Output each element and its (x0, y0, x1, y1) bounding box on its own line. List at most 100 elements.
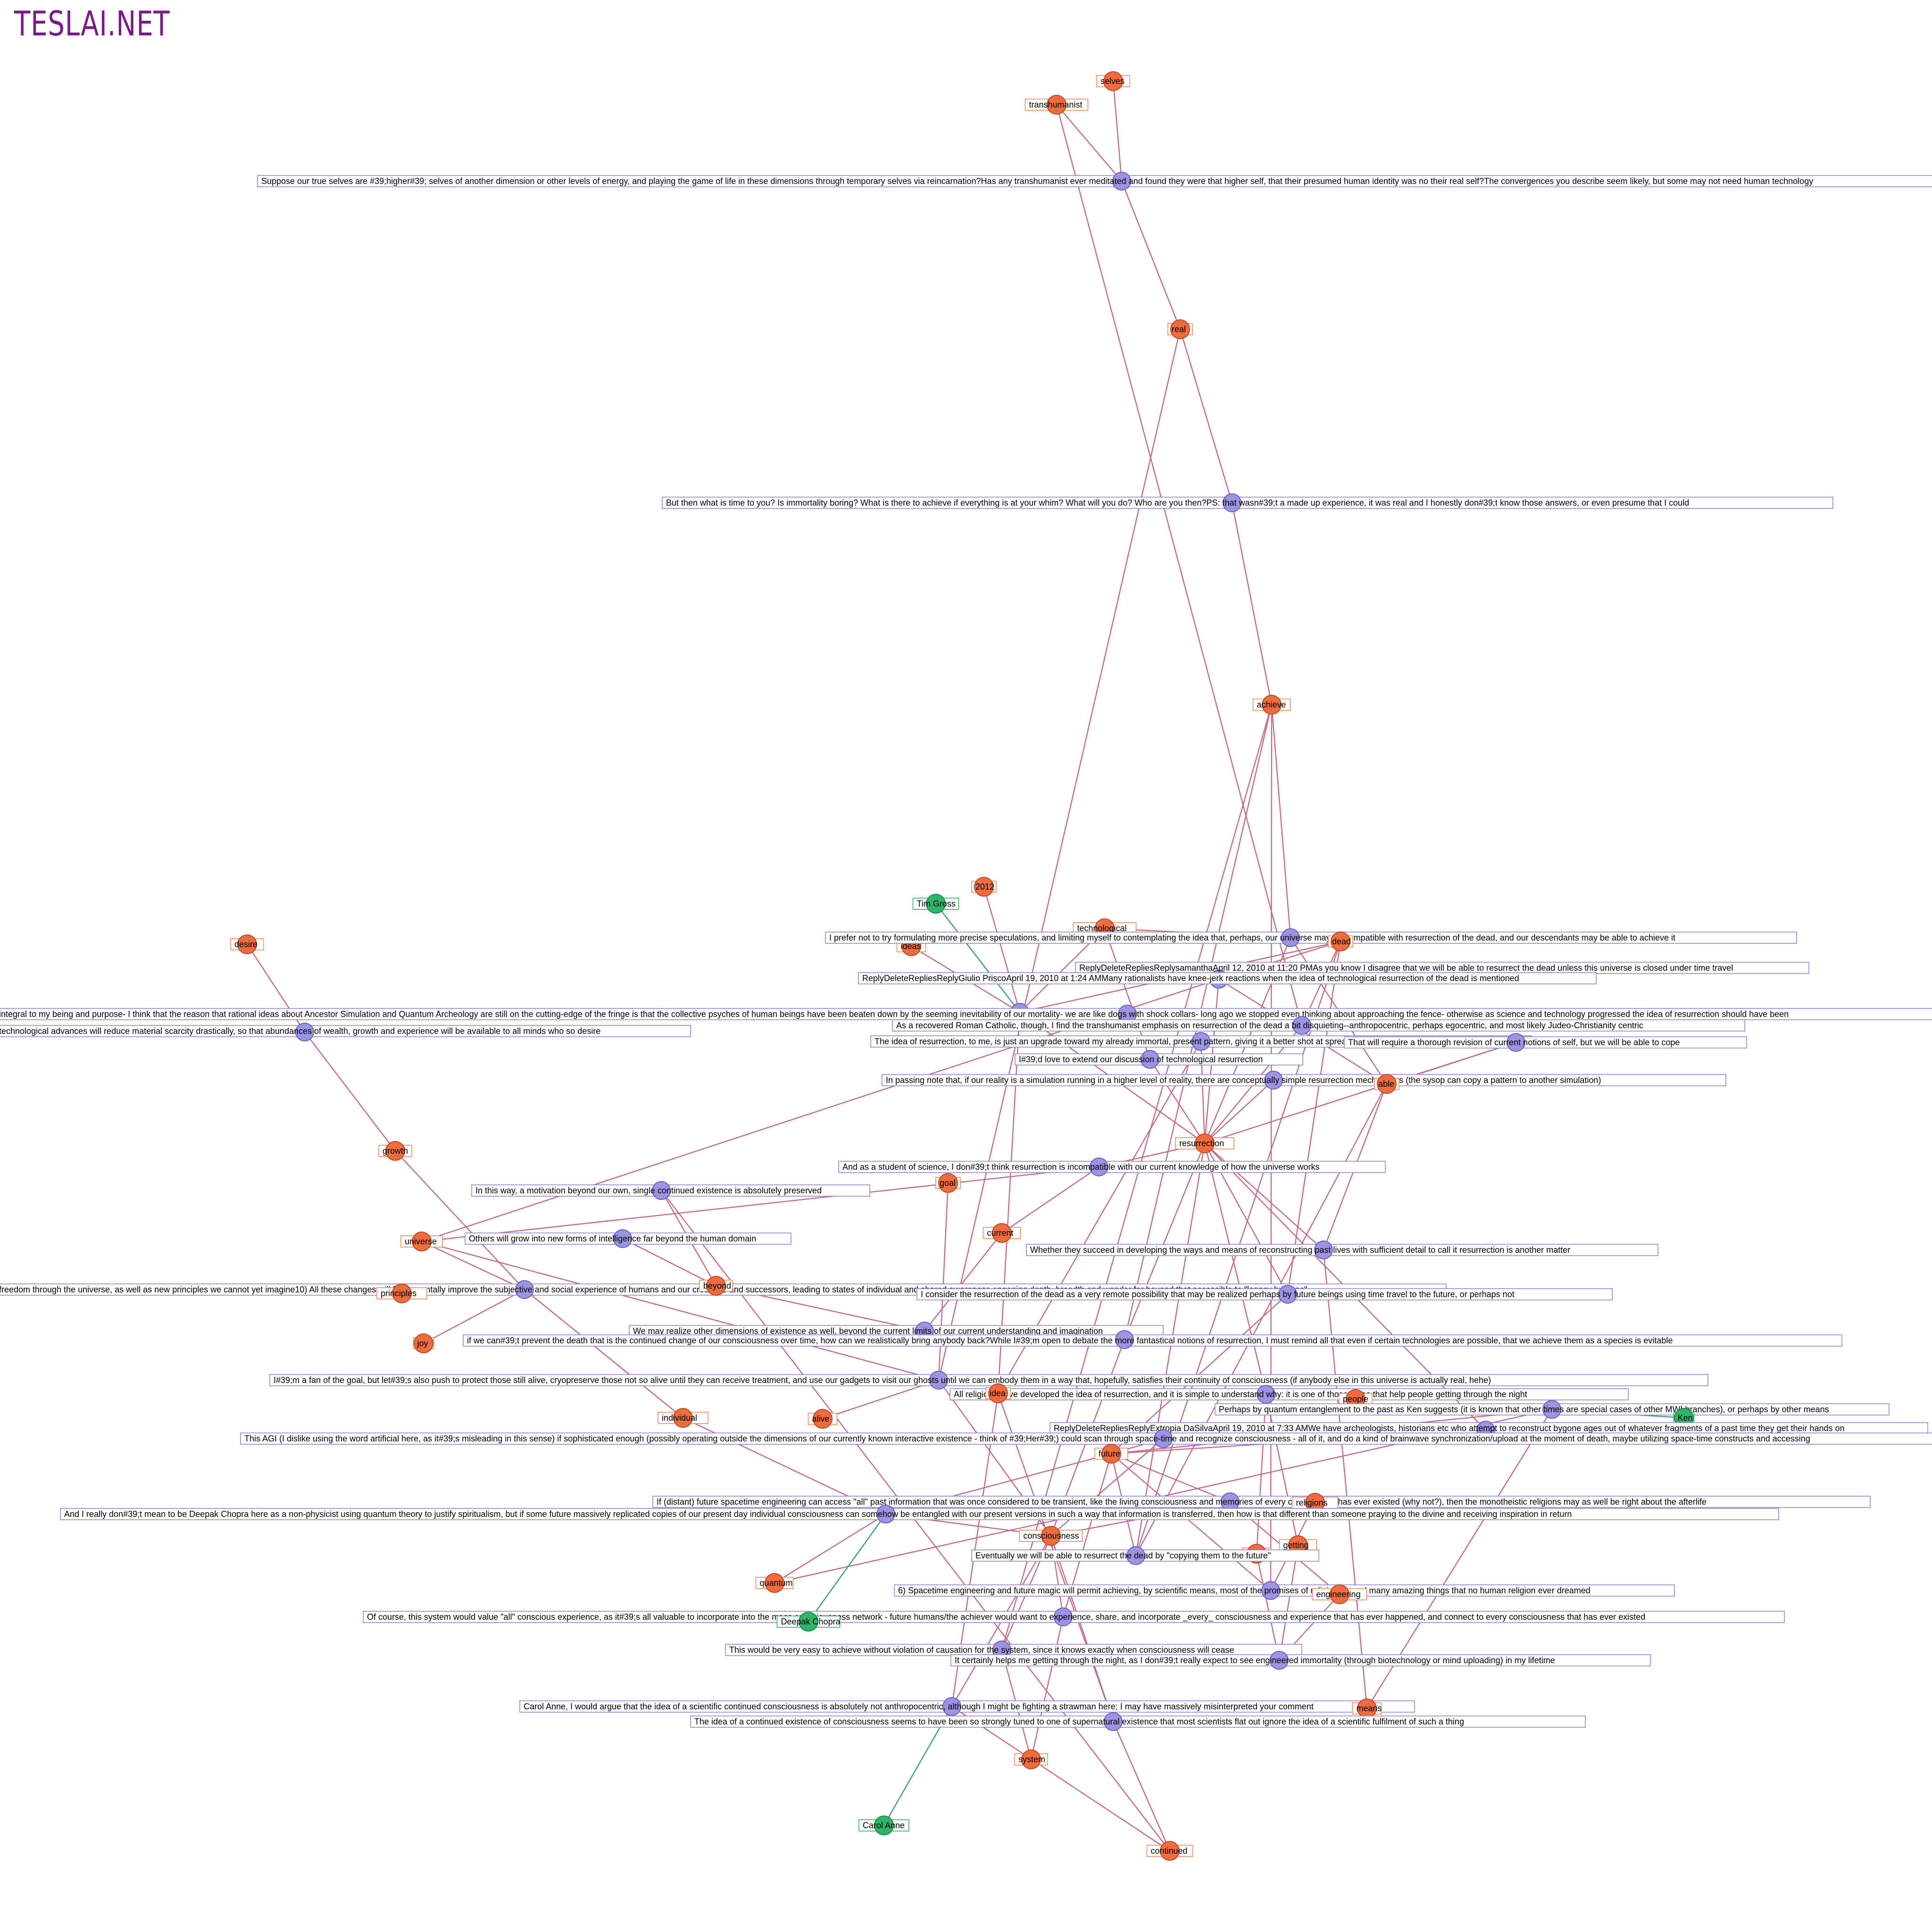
node-k-quantum[interactable]: quantum (755, 1573, 794, 1593)
comment-node-marker (295, 1023, 314, 1041)
node-k-system[interactable]: system (1014, 1749, 1048, 1769)
node-c-giulio[interactable]: ReplyDeleteRepliesReplyGiulio PriscoApri… (858, 972, 1597, 1022)
node-c-quantum[interactable]: Perhaps by quantum entanglement to the p… (1215, 1400, 1890, 1419)
node-c-prefer[interactable]: I prefer not to try formulating more pre… (825, 928, 1797, 947)
edge-c_eventually-k_able (1135, 1083, 1388, 1556)
node-label-box (1075, 962, 1809, 974)
node-c-religions[interactable]: All religions have developed the idea of… (949, 1385, 1629, 1404)
node-c-motivation[interactable]: In this way, a motivation beyond our own… (471, 1181, 870, 1200)
keyword-node-marker (1262, 695, 1282, 715)
comment-node-marker (1112, 172, 1131, 191)
edge-c_passing-k_resurrection (1204, 1080, 1274, 1144)
node-label: technological (1077, 924, 1127, 933)
person-node-marker (926, 894, 946, 914)
node-k-resurrection[interactable]: resurrection (1175, 1133, 1234, 1153)
node-k-continued[interactable]: continued (1146, 1841, 1193, 1861)
edge-c_motivation-k_continued (661, 1190, 1170, 1851)
node-k-beyond[interactable]: beyond (699, 1276, 733, 1296)
node-k-religions[interactable]: religions (1291, 1493, 1339, 1513)
comment-node-marker (929, 1371, 948, 1390)
node-k-individual[interactable]: individual (658, 1408, 708, 1428)
node-k-able[interactable]: able (1374, 1074, 1399, 1094)
node-c-continued[interactable]: The idea of a continued existence of con… (690, 1712, 1586, 1731)
node-k-idea[interactable]: idea (985, 1383, 1011, 1403)
node-k-alive[interactable]: alive (808, 1409, 838, 1429)
node-c-eventually[interactable]: Eventually we will be able to resurrect … (971, 1546, 1319, 1565)
node-label-box (363, 1611, 1785, 1623)
node-c-extend[interactable]: I#39;d love to extend our discussion of … (1015, 1050, 1303, 1069)
node-c-ofcourse[interactable]: Of course, this system would value "all"… (363, 1607, 1785, 1626)
node-label-box (725, 1644, 1302, 1656)
node-label: desire (234, 940, 258, 949)
node-c-distant[interactable]: If (distant) future spacetime engineerin… (652, 1492, 1871, 1511)
node-label: religions (1296, 1498, 1328, 1507)
node-k-consciousness[interactable]: consciousness (1019, 1526, 1083, 1546)
node-label-box (894, 1584, 1675, 1597)
node-p-carol[interactable]: Carol Anne (858, 1815, 909, 1835)
node-k-future[interactable]: future (1094, 1444, 1128, 1464)
comment-node-marker (652, 1181, 671, 1200)
node-label: ReplyDeleteRepliesReplyGiulio PriscoApri… (862, 974, 1519, 983)
node-c-others[interactable]: Others will grow into new forms of intel… (465, 1229, 791, 1248)
node-k-engineering[interactable]: engineering (1312, 1584, 1367, 1604)
node-k-transhumanist[interactable]: transhumanist (1024, 95, 1089, 115)
node-k-desire[interactable]: desire (230, 934, 264, 954)
node-c-passing[interactable]: In passing note that, if our reality is … (882, 1071, 1726, 1090)
node-k-goal[interactable]: goal (935, 1173, 961, 1193)
node-c-spacetime[interactable]: 6) Spacetime engineering and future magi… (894, 1581, 1675, 1600)
node-k-universe[interactable]: universe (400, 1232, 443, 1251)
node-c-suppose[interactable]: Suppose our true selves are #39;higher#3… (257, 172, 1932, 191)
node-c-agi[interactable]: This AGI (I dislike using the word artif… (240, 1429, 1932, 1448)
comment-node-marker (1141, 1050, 1159, 1069)
node-c-whether[interactable]: Whether they succeed in developing the w… (1026, 1241, 1658, 1259)
edge-c_whether-k_means (1323, 1249, 1368, 1709)
node-k-means[interactable]: means (1352, 1699, 1382, 1718)
person-node-marker (874, 1815, 894, 1835)
keyword-node-marker (1170, 319, 1190, 339)
node-k-people[interactable]: people (1339, 1389, 1373, 1409)
node-c-extropia[interactable]: ReplyDeleteRepliesReplyExtropia DaSilvaA… (1049, 1421, 1928, 1440)
edge-c_suppose-k_transhumanist (1056, 104, 1122, 182)
node-k-growth[interactable]: growth (378, 1141, 412, 1161)
comment-node-marker (1507, 1033, 1525, 1052)
node-c-consider[interactable]: I consider the resurrection of the dead … (916, 1285, 1613, 1304)
keyword-node-marker (765, 1573, 784, 1593)
edge-c_techadv-k_growth (304, 1032, 396, 1151)
node-c-cope[interactable]: That will require a thorough revision of… (1344, 1033, 1747, 1052)
node-label-box (858, 972, 1597, 984)
node-label: We may realize other dimensions of exist… (633, 1326, 1103, 1336)
node-k-2012[interactable]: 2012 (971, 877, 997, 897)
node-k-joy[interactable]: joy (413, 1333, 434, 1353)
keyword-node-marker (1160, 1841, 1180, 1861)
comment-node-marker (1270, 1651, 1289, 1670)
edge-c_fan-k_alive (822, 1379, 939, 1420)
node-k-real[interactable]: real (1167, 319, 1193, 339)
node-c-chopra[interactable]: And I really don#39;t mean to be Deepak … (60, 1505, 1779, 1524)
node-p-deepak[interactable]: Deepak Chopra (776, 1612, 841, 1632)
node-label: Carol Anne (863, 1821, 905, 1830)
node-label: Whether they succeed in developing the w… (1030, 1245, 1570, 1255)
node-layer: selves transhumanist Suppose our true selv… (0, 71, 1932, 1861)
edge-c_catholic-k_transhumanist (1056, 104, 1303, 1026)
node-c-fan[interactable]: I#39;m a fan of the goal, but let#39;s a… (269, 1371, 1708, 1390)
node-c-student[interactable]: And as a student of science, I don#39;t … (838, 1158, 1386, 1176)
node-c-samantha[interactable]: ReplyDeleteRepliesReplysamanthaApril 12,… (1075, 962, 1809, 989)
node-k-principles[interactable]: principles (376, 1283, 427, 1303)
node-c-carol[interactable]: Carol Anne, I would argue that the idea … (519, 1697, 1415, 1716)
node-k-current[interactable]: current (983, 1223, 1021, 1243)
node-c-helps[interactable]: It certainly helps me getting through th… (950, 1651, 1651, 1670)
node-label: getting (1283, 1541, 1309, 1550)
node-k-dead[interactable]: dead (1328, 932, 1353, 951)
node-c-time[interactable]: But then what is time to you? Is immorta… (662, 493, 1833, 512)
node-c-techadv[interactable]: technological advances will reduce mater… (0, 1023, 691, 1041)
node-c-catholic[interactable]: As a recovered Roman Catholic, though, I… (892, 1016, 1745, 1035)
edge-c_time-k_achieve (1231, 502, 1273, 705)
node-k-achieve[interactable]: achieve (1252, 695, 1291, 715)
node-c-ifwecant[interactable]: if we can#39;t prevent the death that is… (463, 1330, 1842, 1349)
node-label: achieve (1257, 700, 1286, 709)
node-label-box (652, 1496, 1871, 1508)
edge-c_time-k_real (1179, 329, 1233, 503)
node-p-tim[interactable]: Tim Gross (912, 894, 959, 914)
node-k-selves[interactable]: selves (1096, 71, 1130, 91)
node-c-easy[interactable]: This would be very easy to achieve witho… (725, 1641, 1302, 1659)
